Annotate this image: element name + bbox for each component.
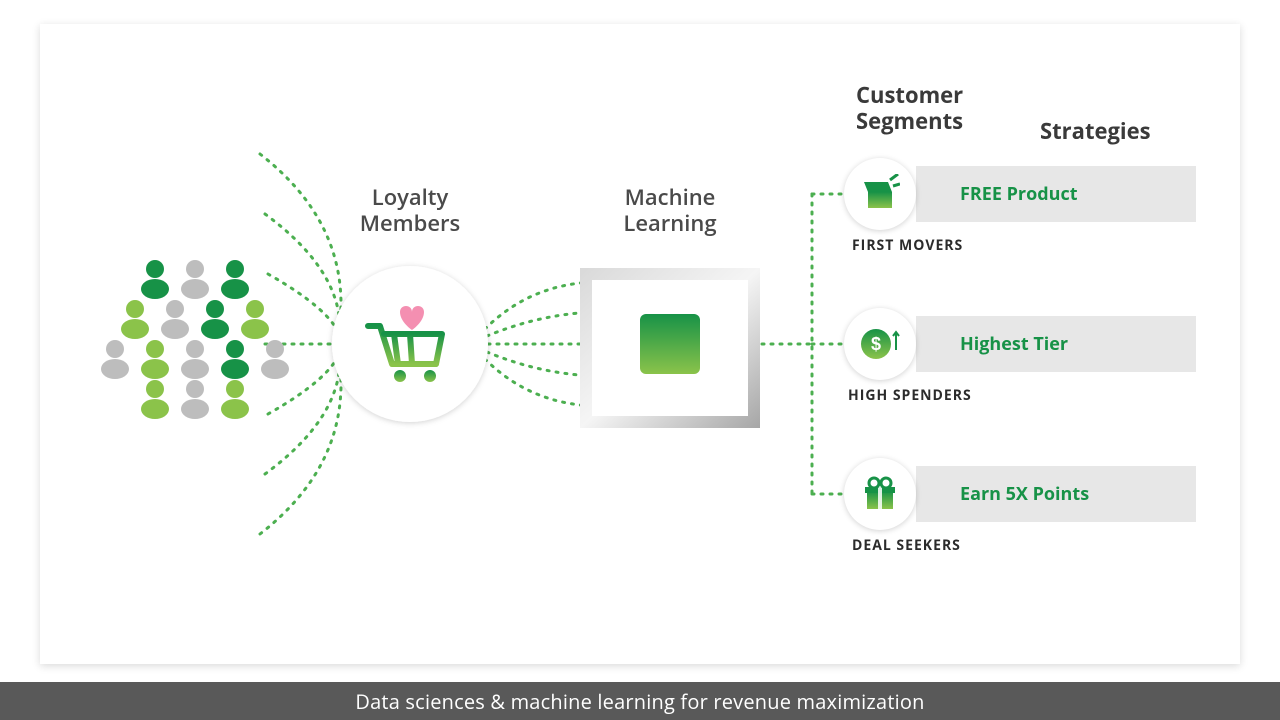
diagram-frame: Loyalty Members Machine Learning Custome… xyxy=(40,24,1240,664)
strategy-label-1: Highest Tier xyxy=(960,332,1068,356)
segment-label-1: HIGH SPENDERS xyxy=(848,386,972,405)
segment-label-0: FIRST MOVERS xyxy=(852,236,963,255)
loyalty-title: Loyalty Members xyxy=(340,184,480,237)
box-open-icon xyxy=(860,174,900,214)
caption-bar: Data sciences & machine learning for rev… xyxy=(0,682,1280,720)
segment-circle-1: $ xyxy=(844,308,916,380)
branch-lines xyxy=(762,194,848,494)
segment-circle-0 xyxy=(844,158,916,230)
ml-title-line2: Learning xyxy=(623,208,716,238)
caption-text: Data sciences & machine learning for rev… xyxy=(355,688,924,715)
people-cluster-icon xyxy=(101,260,289,419)
loyalty-title-line2: Members xyxy=(360,208,461,238)
segment-circle-2 xyxy=(844,458,916,530)
ml-title: Machine Learning xyxy=(600,184,740,237)
segment-label-2: DEAL SEEKERS xyxy=(852,536,961,555)
dollar-icon: $ xyxy=(858,322,902,366)
strategies-heading: Strategies xyxy=(1040,116,1151,146)
strategy-bar-2: Earn 5X Points xyxy=(916,466,1196,522)
gift-icon xyxy=(859,473,901,515)
svg-text:$: $ xyxy=(871,334,881,354)
strategy-label-0: FREE Product xyxy=(960,182,1078,206)
strategy-bar-1: Highest Tier xyxy=(916,316,1196,372)
strategy-label-2: Earn 5X Points xyxy=(960,482,1089,506)
arcs-diverging xyxy=(485,282,595,406)
strategy-bar-0: FREE Product xyxy=(916,166,1196,222)
segments-heading: CustomerSegments xyxy=(856,82,996,135)
